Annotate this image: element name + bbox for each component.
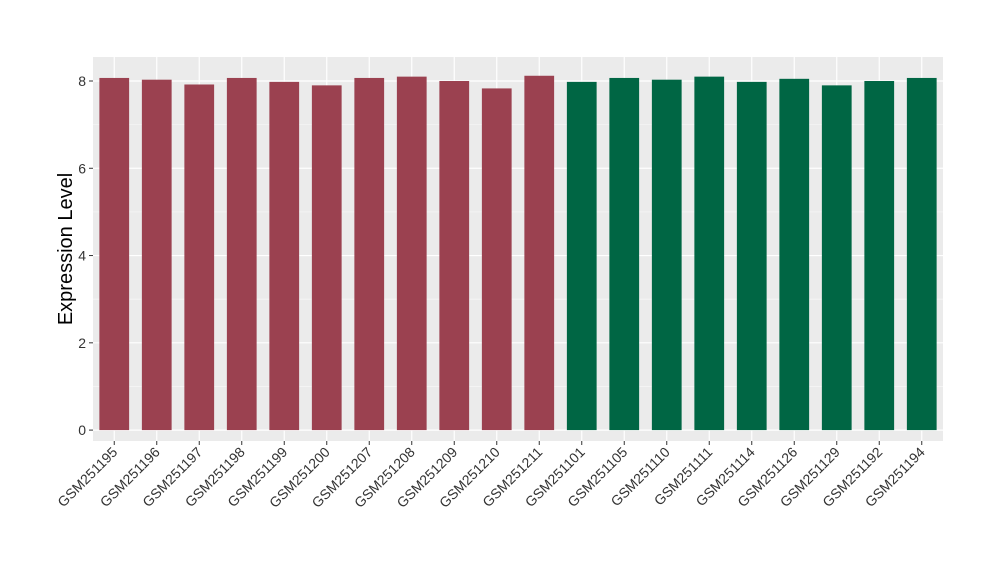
bar-GSM251110 — [651, 79, 682, 431]
bar-GSM251114 — [736, 81, 767, 431]
bar-GSM251196 — [141, 79, 172, 431]
bar-GSM251197 — [184, 84, 215, 431]
bar-GSM251192 — [864, 81, 895, 431]
y-tick-label: 4 — [78, 248, 86, 264]
bar-GSM251208 — [396, 76, 427, 431]
bar-GSM251199 — [269, 81, 300, 431]
bar-GSM251101 — [566, 81, 597, 431]
bars — [99, 75, 937, 431]
bar-GSM251211 — [524, 75, 555, 431]
bar-GSM251105 — [609, 77, 640, 431]
bar-GSM251198 — [226, 77, 257, 431]
bar-GSM251195 — [99, 77, 130, 431]
bar-GSM251210 — [481, 88, 512, 431]
y-tick-label: 8 — [78, 73, 86, 89]
y-tick-label: 0 — [78, 422, 86, 438]
bar-GSM251129 — [821, 85, 852, 431]
bar-GSM251207 — [354, 77, 385, 431]
bar-GSM251209 — [439, 81, 470, 431]
x-axis: GSM251195GSM251196GSM251197GSM251198GSM2… — [54, 441, 928, 511]
y-axis-title: Expression Level — [55, 173, 77, 325]
bar-GSM251111 — [694, 76, 725, 431]
y-tick-label: 6 — [78, 160, 86, 176]
plot-panel — [93, 57, 943, 441]
bar-GSM251194 — [906, 77, 937, 431]
y-tick-label: 2 — [78, 335, 86, 351]
bar-GSM251200 — [311, 85, 342, 431]
bar-GSM251126 — [779, 78, 810, 431]
y-axis: 0 2 4 6 8 — [78, 73, 93, 438]
